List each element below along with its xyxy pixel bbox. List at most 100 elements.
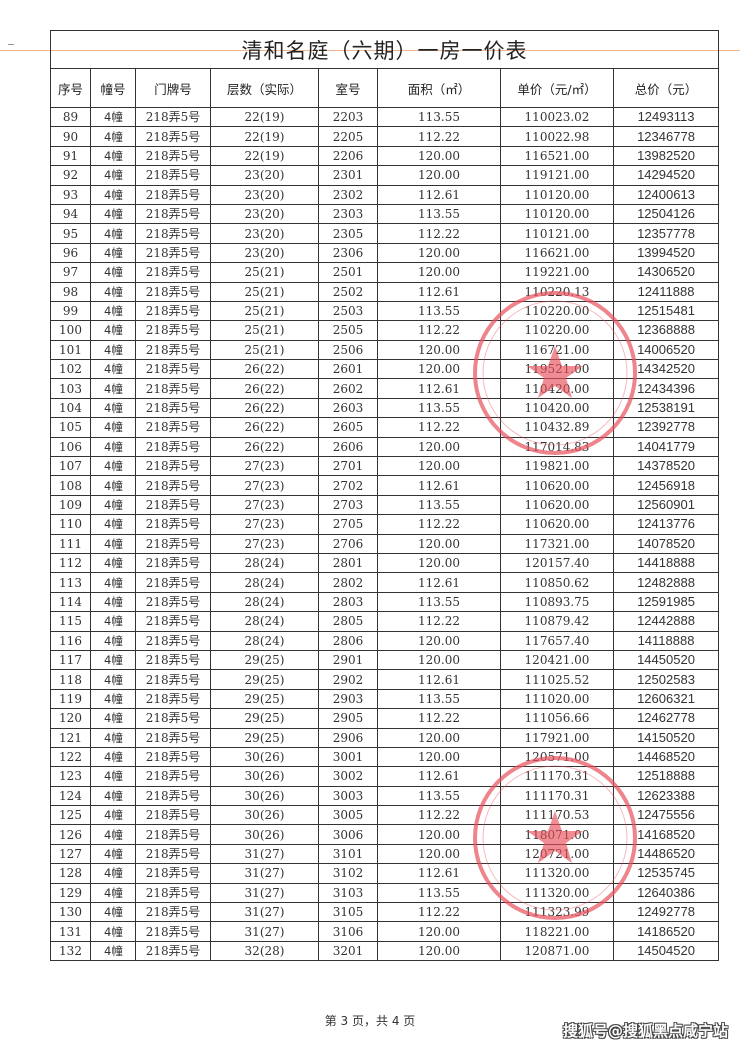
table-row: 98 4幢 218弄5号 25(21) 2502 112.61 110220.13 12411… — [50, 281, 719, 302]
cell-unit-price: 120421.00 — [500, 649, 614, 671]
table-row: 123 4幢 218弄5号 30(26) 3002 112.61 111170.31 1251… — [50, 766, 719, 787]
cell-index: 117 — [50, 649, 91, 671]
cell-room: 3103 — [318, 882, 378, 904]
cell-floor: 23(20) — [210, 242, 319, 264]
cell-room: 2506 — [318, 339, 378, 361]
cell-area: 120.00 — [377, 824, 501, 845]
cell-floor: 23(20) — [210, 165, 319, 186]
cell-index: 128 — [50, 863, 91, 884]
cell-unit-price: 110022.98 — [500, 126, 614, 147]
cell-area: 120.00 — [377, 339, 501, 361]
cell-area: 120.00 — [377, 533, 501, 554]
cell-floor: 29(25) — [210, 688, 319, 710]
cell-building: 4幢 — [90, 805, 136, 826]
cell-floor: 22(19) — [210, 126, 319, 147]
page-number: 第 3 页，共 4 页 — [324, 1014, 416, 1028]
cell-total-price: 12538191 — [613, 397, 719, 419]
cell-building: 4幢 — [90, 649, 136, 671]
cell-building: 4幢 — [90, 397, 136, 419]
table-row: 118 4幢 218弄5号 29(25) 2902 112.61 111025.52 1250… — [50, 669, 719, 690]
cell-room: 2905 — [318, 708, 378, 729]
cell-floor: 29(25) — [210, 649, 319, 671]
cell-floor: 28(24) — [210, 611, 319, 632]
cell-index: 123 — [50, 766, 91, 787]
cell-total-price: 12475556 — [613, 805, 719, 826]
cell-building: 4幢 — [90, 882, 136, 904]
cell-total-price: 12346778 — [613, 126, 719, 147]
cell-area: 120.00 — [377, 262, 501, 283]
cell-door: 218弄5号 — [135, 223, 211, 244]
table-row: 130 4幢 218弄5号 31(27) 3105 112.22 111323.99 1249… — [50, 902, 719, 923]
cell-door: 218弄5号 — [135, 533, 211, 554]
cell-unit-price: 110620.00 — [500, 494, 614, 516]
table-row: 97 4幢 218弄5号 25(21) 2501 120.00 119221.00 14306… — [50, 262, 719, 283]
cell-area: 112.61 — [377, 184, 501, 205]
table-row: 115 4幢 218弄5号 28(24) 2805 112.22 110879.42 1244… — [50, 611, 719, 632]
table-row: 127 4幢 218弄5号 31(27) 3101 120.00 120721.00 1448… — [50, 843, 719, 865]
price-table: 清和名庭（六期）一房一价表 序号 幢号 门牌号 层数（实际） 室号 面积（㎡） … — [50, 30, 719, 962]
cell-area: 120.00 — [377, 436, 501, 458]
cell-index: 127 — [50, 843, 91, 865]
cell-unit-price: 117014.83 — [500, 436, 614, 458]
cell-floor: 31(27) — [210, 863, 319, 884]
cell-door: 218弄5号 — [135, 727, 211, 748]
cell-door: 218弄5号 — [135, 766, 211, 787]
cell-total-price: 14006520 — [613, 339, 719, 361]
cell-room: 2602 — [318, 378, 378, 399]
cell-index: 130 — [50, 902, 91, 923]
table-row: 102 4幢 218弄5号 26(22) 2601 120.00 119521.00 1434… — [50, 359, 719, 380]
cell-door: 218弄5号 — [135, 378, 211, 399]
cell-building: 4幢 — [90, 708, 136, 729]
cell-unit-price: 110120.00 — [500, 203, 614, 225]
cell-building: 4幢 — [90, 514, 136, 535]
table-row: 111 4幢 218弄5号 27(23) 2706 120.00 117321.00 1407… — [50, 533, 719, 554]
cell-floor: 27(23) — [210, 533, 319, 554]
cell-floor: 31(27) — [210, 921, 319, 942]
cell-building: 4幢 — [90, 320, 136, 341]
cell-area: 120.00 — [377, 940, 501, 962]
cell-area: 112.22 — [377, 417, 501, 438]
cell-total-price: 12368888 — [613, 320, 719, 341]
cell-door: 218弄5号 — [135, 921, 211, 942]
cell-room: 3002 — [318, 766, 378, 787]
cell-area: 112.22 — [377, 320, 501, 341]
cell-unit-price: 119121.00 — [500, 165, 614, 186]
cell-index: 112 — [50, 552, 91, 574]
cell-area: 112.22 — [377, 611, 501, 632]
cell-unit-price: 111170.31 — [500, 766, 614, 787]
cell-building: 4幢 — [90, 262, 136, 283]
cell-index: 121 — [50, 727, 91, 748]
cell-floor: 31(27) — [210, 882, 319, 904]
table-header-row: 序号 幢号 门牌号 层数（实际） 室号 面积（㎡） 单价（元/㎡） 总价（元） — [50, 68, 719, 108]
cell-unit-price: 117921.00 — [500, 727, 614, 748]
cell-floor: 30(26) — [210, 805, 319, 826]
table-row: 110 4幢 218弄5号 27(23) 2705 112.22 110620.00 1241… — [50, 514, 719, 535]
cell-building: 4幢 — [90, 281, 136, 302]
cell-door: 218弄5号 — [135, 669, 211, 690]
cell-area: 113.55 — [377, 591, 501, 613]
cell-index: 97 — [50, 262, 91, 283]
cell-index: 106 — [50, 436, 91, 458]
table-row: 132 4幢 218弄5号 32(28) 3201 120.00 120871.00 1450… — [50, 940, 719, 962]
cell-total-price: 14378520 — [613, 456, 719, 477]
cell-total-price: 14118888 — [613, 630, 719, 651]
cell-room: 2706 — [318, 533, 378, 554]
cell-room: 2301 — [318, 165, 378, 186]
cell-building: 4幢 — [90, 203, 136, 225]
cell-index: 89 — [50, 106, 91, 128]
cell-room: 2802 — [318, 572, 378, 593]
cell-floor: 28(24) — [210, 572, 319, 593]
cell-total-price: 12518888 — [613, 766, 719, 787]
cell-floor: 31(27) — [210, 843, 319, 865]
cell-area: 120.00 — [377, 630, 501, 651]
cell-unit-price: 117321.00 — [500, 533, 614, 554]
cell-unit-price: 110879.42 — [500, 611, 614, 632]
cell-building: 4幢 — [90, 339, 136, 361]
cell-total-price: 12492778 — [613, 902, 719, 923]
cell-room: 3102 — [318, 863, 378, 884]
cell-door: 218弄5号 — [135, 145, 211, 167]
cell-building: 4幢 — [90, 417, 136, 438]
table-row: 113 4幢 218弄5号 28(24) 2802 112.61 110850.62 1248… — [50, 572, 719, 593]
cell-total-price: 14450520 — [613, 649, 719, 671]
table-row: 92 4幢 218弄5号 23(20) 2301 120.00 119121.00 14294… — [50, 165, 719, 186]
